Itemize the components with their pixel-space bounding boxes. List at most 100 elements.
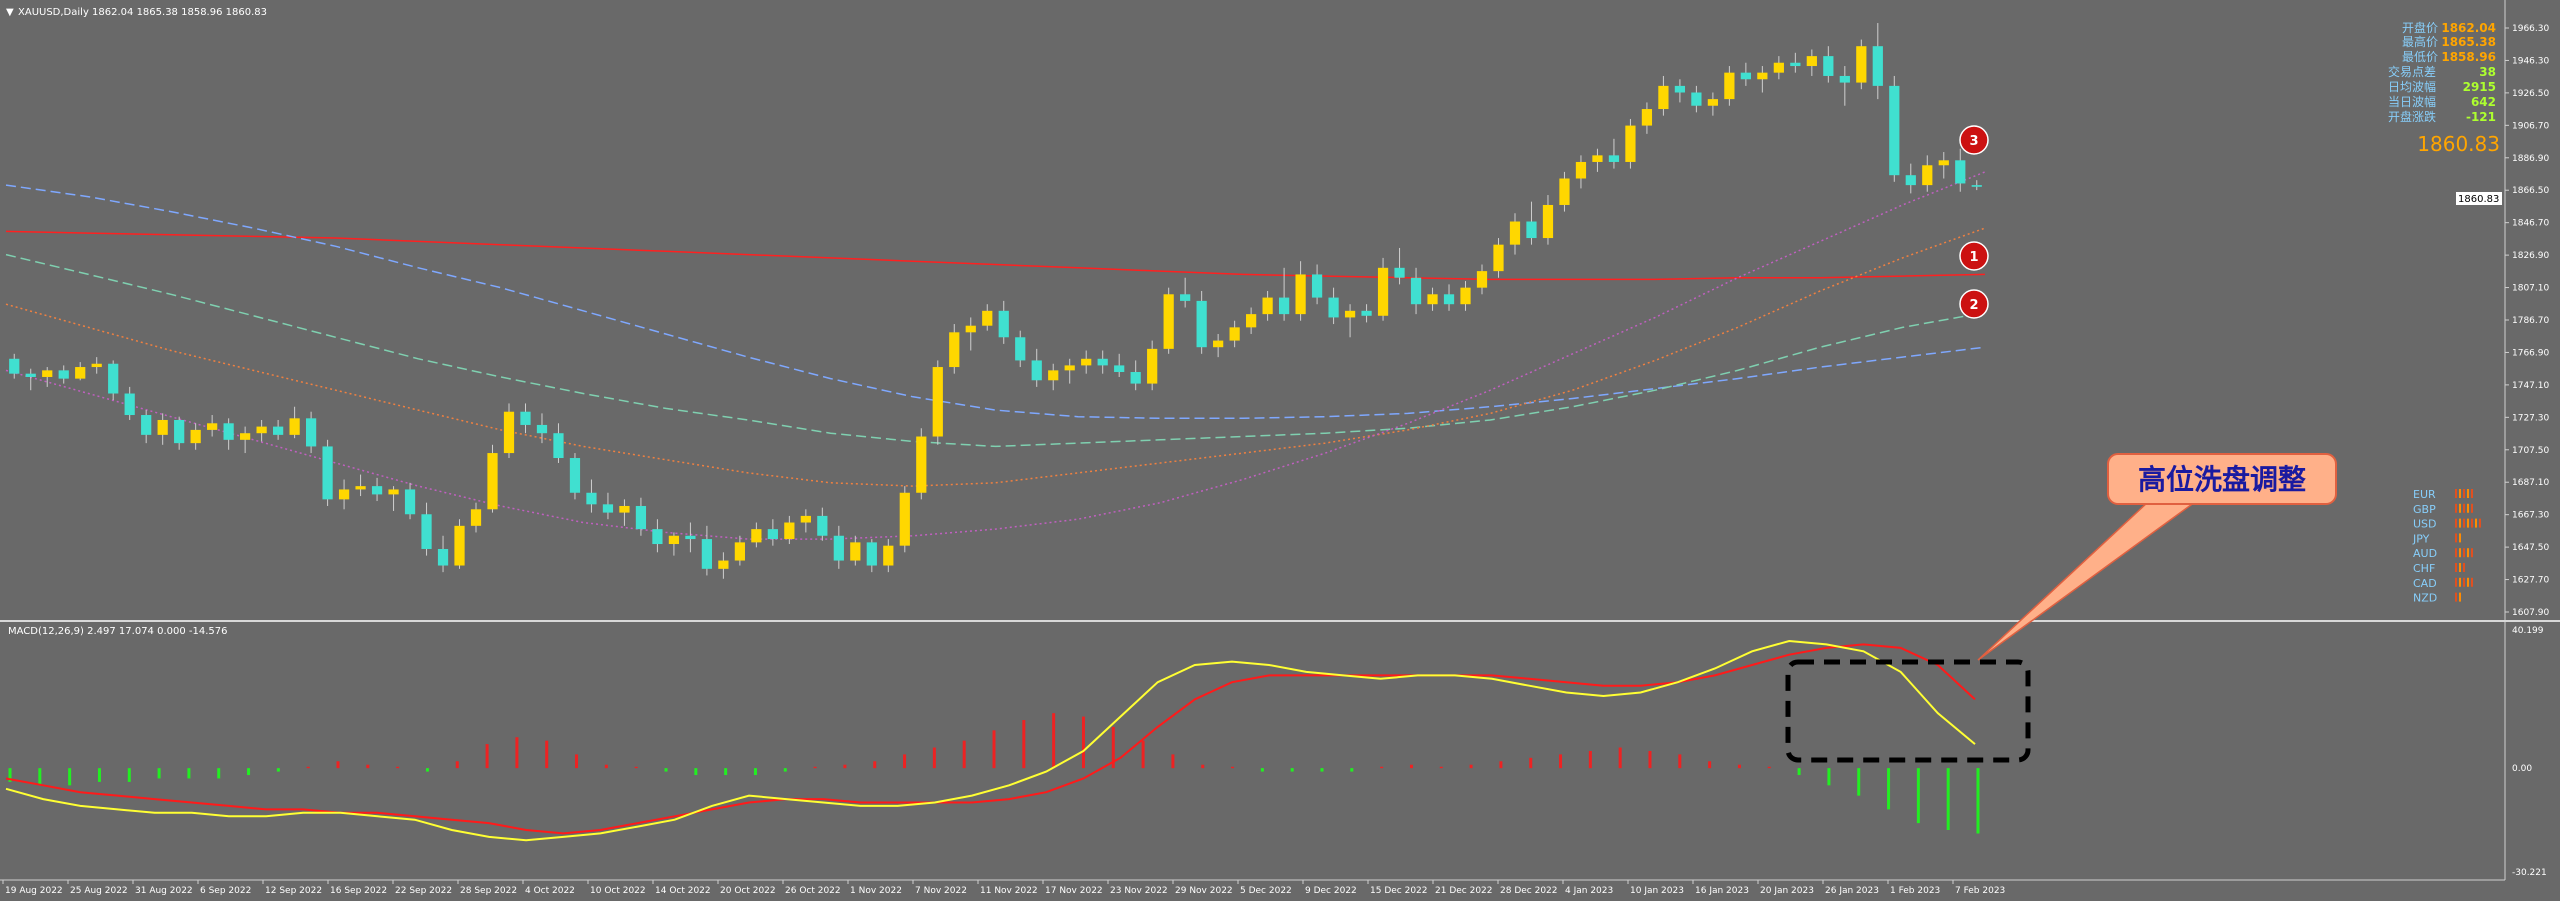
candle[interactable] bbox=[586, 479, 597, 513]
candle[interactable] bbox=[273, 419, 284, 440]
candle[interactable] bbox=[9, 353, 20, 379]
candlesticks[interactable] bbox=[9, 23, 1982, 579]
candle[interactable] bbox=[932, 360, 943, 445]
candle[interactable] bbox=[1443, 284, 1455, 311]
candle[interactable] bbox=[1097, 350, 1108, 374]
candle[interactable] bbox=[784, 515, 795, 545]
candle[interactable] bbox=[371, 477, 383, 502]
candle[interactable] bbox=[240, 426, 251, 454]
candle[interactable] bbox=[949, 324, 960, 374]
candle[interactable] bbox=[1971, 180, 1982, 191]
candle[interactable] bbox=[998, 300, 1009, 344]
candle[interactable] bbox=[1196, 290, 1207, 354]
candle[interactable] bbox=[916, 428, 927, 500]
candle[interactable] bbox=[1262, 290, 1273, 321]
candle[interactable] bbox=[701, 525, 713, 576]
candle[interactable] bbox=[1377, 257, 1389, 321]
candle[interactable] bbox=[1064, 358, 1075, 384]
candle[interactable] bbox=[223, 418, 234, 450]
candle[interactable] bbox=[1526, 201, 1537, 245]
candle[interactable] bbox=[1542, 195, 1554, 245]
candle[interactable] bbox=[668, 532, 680, 556]
candle[interactable] bbox=[685, 522, 696, 553]
candle[interactable] bbox=[1559, 171, 1570, 212]
candle[interactable] bbox=[1608, 138, 1620, 169]
candle[interactable] bbox=[1278, 267, 1290, 321]
candle[interactable] bbox=[1031, 348, 1042, 387]
candle[interactable] bbox=[1658, 75, 1669, 116]
candle[interactable] bbox=[338, 479, 350, 510]
candle[interactable] bbox=[1740, 62, 1751, 86]
candle[interactable] bbox=[1180, 277, 1191, 308]
candle[interactable] bbox=[454, 519, 465, 569]
candle[interactable] bbox=[1707, 92, 1718, 116]
candle[interactable] bbox=[1476, 264, 1488, 295]
candle[interactable] bbox=[1229, 320, 1240, 348]
candle[interactable] bbox=[1856, 39, 1867, 90]
candle[interactable] bbox=[767, 519, 778, 546]
candle[interactable] bbox=[421, 502, 432, 556]
candle[interactable] bbox=[536, 413, 548, 444]
candle[interactable] bbox=[157, 413, 168, 445]
candle[interactable] bbox=[1955, 148, 1966, 192]
candle[interactable] bbox=[174, 416, 185, 450]
candle[interactable] bbox=[1295, 261, 1306, 321]
candle[interactable] bbox=[42, 367, 53, 387]
candle[interactable] bbox=[1493, 238, 1504, 278]
candle[interactable] bbox=[1823, 46, 1834, 83]
candle[interactable] bbox=[1806, 49, 1817, 76]
candle[interactable] bbox=[91, 357, 102, 374]
candle[interactable] bbox=[1130, 360, 1141, 391]
candle[interactable] bbox=[899, 486, 910, 553]
candle[interactable] bbox=[58, 365, 69, 384]
candle[interactable] bbox=[1163, 287, 1174, 354]
candle[interactable] bbox=[982, 304, 993, 331]
candle[interactable] bbox=[470, 502, 482, 533]
candle[interactable] bbox=[388, 486, 399, 511]
candle[interactable] bbox=[1114, 353, 1125, 377]
candle[interactable] bbox=[25, 368, 36, 391]
candle[interactable] bbox=[437, 535, 449, 573]
candle[interactable] bbox=[965, 317, 976, 351]
candle[interactable] bbox=[1773, 56, 1784, 80]
candle[interactable] bbox=[1757, 66, 1768, 93]
candle[interactable] bbox=[1246, 307, 1257, 334]
candle[interactable] bbox=[1691, 85, 1702, 113]
candle[interactable] bbox=[602, 492, 614, 520]
candle[interactable] bbox=[289, 406, 300, 439]
candle[interactable] bbox=[1344, 304, 1356, 338]
candle[interactable] bbox=[256, 419, 267, 442]
candle[interactable] bbox=[652, 519, 663, 553]
candle[interactable] bbox=[553, 423, 564, 463]
candle[interactable] bbox=[569, 453, 581, 500]
candle[interactable] bbox=[1311, 264, 1323, 305]
candle[interactable] bbox=[305, 411, 317, 454]
candle[interactable] bbox=[866, 539, 877, 573]
candle[interactable] bbox=[1394, 247, 1405, 285]
candle[interactable] bbox=[190, 423, 201, 450]
candle[interactable] bbox=[355, 474, 366, 497]
candle[interactable] bbox=[1938, 152, 1949, 179]
candle[interactable] bbox=[1015, 330, 1026, 368]
candle[interactable] bbox=[619, 499, 630, 526]
candle[interactable] bbox=[800, 509, 811, 533]
candle[interactable] bbox=[883, 539, 894, 573]
candle[interactable] bbox=[1328, 287, 1339, 325]
candle[interactable] bbox=[520, 403, 531, 434]
candle[interactable] bbox=[833, 525, 844, 569]
candle[interactable] bbox=[817, 507, 828, 541]
candle[interactable] bbox=[1839, 66, 1850, 106]
candle[interactable] bbox=[635, 497, 647, 536]
candle[interactable] bbox=[1790, 52, 1801, 73]
candle[interactable] bbox=[1922, 155, 1933, 192]
candle[interactable] bbox=[503, 403, 515, 459]
candle[interactable] bbox=[141, 410, 152, 444]
candle[interactable] bbox=[718, 552, 729, 579]
candle[interactable] bbox=[75, 362, 86, 381]
candle[interactable] bbox=[487, 444, 498, 513]
candle[interactable] bbox=[1427, 287, 1438, 311]
candle[interactable] bbox=[1592, 148, 1603, 172]
candle[interactable] bbox=[1889, 75, 1900, 182]
candle[interactable] bbox=[1460, 281, 1471, 311]
